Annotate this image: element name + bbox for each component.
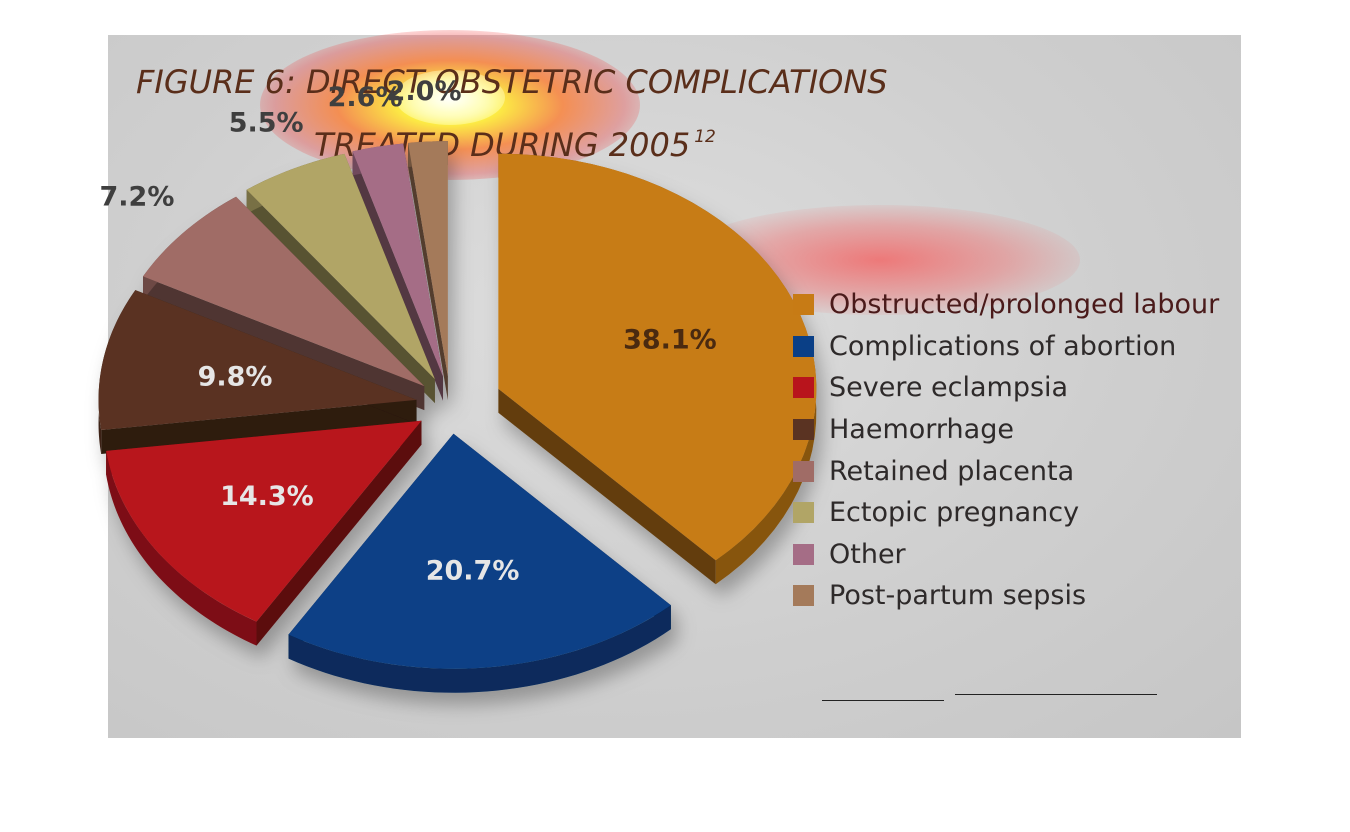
legend-item-obstructed-prolonged-labour: Obstructed/prolonged labour bbox=[793, 284, 1219, 326]
pie-slice-wall-start-haemorrhage bbox=[101, 399, 417, 454]
legend-item-severe-eclampsia: Severe eclampsia bbox=[793, 367, 1219, 409]
data-label-post-partum-sepsis: 2.0% bbox=[387, 76, 462, 107]
legend-label-ectopic-pregnancy: Ectopic pregnancy bbox=[829, 497, 1080, 529]
pie-slices bbox=[98, 141, 817, 693]
legend-label-obstructed-prolonged-labour: Obstructed/prolonged labour bbox=[829, 289, 1220, 321]
legend-swatch-retained-placenta bbox=[793, 460, 814, 482]
legend-label-post-partum-sepsis: Post-partum sepsis bbox=[829, 580, 1087, 612]
data-label-obstructed-prolonged-labour: 38.1% bbox=[623, 325, 717, 356]
data-label-complications-of-abortion: 20.7% bbox=[426, 555, 520, 586]
legend-swatch-obstructed-prolonged-labour bbox=[793, 294, 814, 316]
legend-swatch-complications-of-abortion bbox=[793, 335, 814, 357]
pie-slice-other bbox=[352, 143, 444, 401]
legend-swatch-other bbox=[793, 543, 814, 565]
pie-slice-wall-start-severe-eclampsia bbox=[256, 420, 422, 646]
decorative-rule-left bbox=[822, 700, 944, 701]
data-label-severe-eclampsia: 14.3% bbox=[220, 481, 314, 512]
data-label-other: 2.6% bbox=[328, 82, 403, 113]
pie-slice-rim-severe-eclampsia bbox=[106, 450, 257, 646]
pie-slice-top-retained-placenta bbox=[143, 196, 425, 387]
chart-legend: Obstructed/prolonged labour Complications… bbox=[793, 284, 1219, 617]
legend-item-post-partum-sepsis: Post-partum sepsis bbox=[793, 575, 1219, 617]
pie-slice-top-obstructed-prolonged-labour bbox=[498, 153, 817, 561]
pie-slice-top-haemorrhage bbox=[98, 290, 417, 430]
pie-slice-top-post-partum-sepsis bbox=[408, 141, 448, 377]
legend-item-retained-placenta: Retained placenta bbox=[793, 450, 1219, 492]
pie-slice-severe-eclampsia bbox=[106, 420, 422, 646]
legend-swatch-haemorrhage bbox=[793, 419, 814, 441]
pie-slice-wall-end-obstructed-prolonged-labour bbox=[498, 388, 716, 585]
pie-slice-wall-start-post-partum-sepsis bbox=[408, 143, 448, 401]
legend-item-complications-of-abortion: Complications of abortion bbox=[793, 326, 1219, 368]
pie-slice-obstructed-prolonged-labour bbox=[498, 153, 817, 585]
pie-slice-complications-of-abortion bbox=[288, 433, 671, 693]
pie-slice-wall-start-other bbox=[352, 151, 444, 401]
legend-label-complications-of-abortion: Complications of abortion bbox=[829, 330, 1177, 362]
pie-slice-post-partum-sepsis bbox=[408, 141, 448, 401]
data-label-ectopic-pregnancy: 5.5% bbox=[229, 107, 304, 138]
legend-item-ectopic-pregnancy: Ectopic pregnancy bbox=[793, 492, 1219, 534]
legend-swatch-post-partum-sepsis bbox=[793, 585, 814, 607]
data-label-retained-placenta: 7.2% bbox=[100, 181, 175, 212]
pie-slice-top-ectopic-pregnancy bbox=[246, 153, 435, 380]
legend-item-haemorrhage: Haemorrhage bbox=[793, 409, 1219, 451]
legend-swatch-severe-eclampsia bbox=[793, 377, 814, 399]
chart-title: FIGURE 6: DIRECT OBSTETRIC COMPLICATIONS… bbox=[136, 55, 888, 173]
pie-slice-top-other bbox=[352, 143, 444, 377]
chart-title-superscript: 12 bbox=[694, 127, 716, 147]
legend-label-haemorrhage: Haemorrhage bbox=[829, 414, 1014, 446]
legend-item-other: Other bbox=[793, 534, 1219, 576]
legend-label-retained-placenta: Retained placenta bbox=[829, 455, 1075, 487]
chart-title-line1: FIGURE 6: DIRECT OBSTETRIC COMPLICATIONS bbox=[136, 63, 888, 101]
data-label-haemorrhage: 9.8% bbox=[198, 362, 273, 393]
pie-slice-haemorrhage bbox=[98, 290, 417, 454]
decorative-rule-right bbox=[955, 694, 1157, 695]
pie-slice-top-complications-of-abortion bbox=[288, 433, 671, 669]
legend-swatch-ectopic-pregnancy bbox=[793, 502, 814, 524]
legend-label-severe-eclampsia: Severe eclampsia bbox=[829, 372, 1069, 404]
pie-slice-rim-complications-of-abortion bbox=[288, 605, 671, 693]
legend-label-other: Other bbox=[829, 538, 906, 570]
pie-slice-top-severe-eclampsia bbox=[106, 420, 422, 622]
